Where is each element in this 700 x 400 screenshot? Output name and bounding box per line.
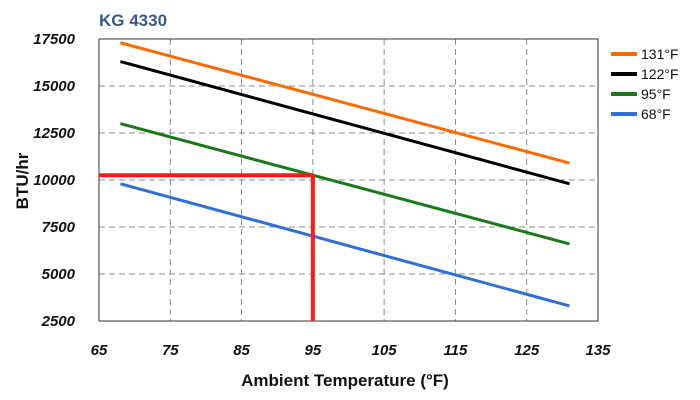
legend-label: 131°F: [641, 46, 679, 62]
y-axis-label: BTU/hr: [13, 152, 32, 209]
series-line-131°F: [119, 41, 570, 165]
series-line-68°F: [119, 182, 570, 308]
y-tick-label: 10000: [33, 172, 75, 189]
y-tick-label: 15000: [33, 78, 75, 95]
legend-label: 68°F: [641, 106, 671, 122]
x-tick-label: 95: [305, 342, 322, 359]
y-tick-label: 12500: [33, 125, 75, 142]
y-tick-label: 7500: [42, 219, 76, 236]
legend-label: 122°F: [641, 66, 679, 82]
grid-lines: [99, 39, 598, 321]
series-line-95°F: [119, 122, 570, 246]
x-tick-label: 75: [162, 342, 179, 359]
y-tick-label: 17500: [33, 31, 75, 48]
plot-frame: [98, 38, 599, 322]
plot-border: [98, 38, 599, 322]
series-lines: [119, 41, 570, 308]
x-axis-label: Ambient Temperature (°F): [241, 371, 449, 390]
chart-title: KG 4330: [99, 11, 167, 30]
x-tick-label: 65: [91, 342, 108, 359]
x-tick-label: 115: [443, 342, 468, 359]
x-tick-label: 135: [585, 342, 611, 359]
y-tick-label: 2500: [41, 313, 76, 330]
y-tick-labels: 2500 5000 7500 10000 12500 15000 17500: [33, 31, 75, 330]
reference-marker: [99, 173, 315, 321]
x-tick-label: 105: [372, 342, 398, 359]
legend-label: 95°F: [641, 86, 671, 102]
series-line-122°F: [119, 60, 570, 186]
y-tick-label: 5000: [42, 266, 76, 283]
x-tick-label: 85: [233, 342, 250, 359]
legend: 131°F 122°F 95°F 68°F: [611, 46, 679, 122]
x-tick-label: 125: [514, 342, 540, 359]
x-tick-labels: 65 75 85 95 105 115 125 135: [91, 342, 612, 359]
